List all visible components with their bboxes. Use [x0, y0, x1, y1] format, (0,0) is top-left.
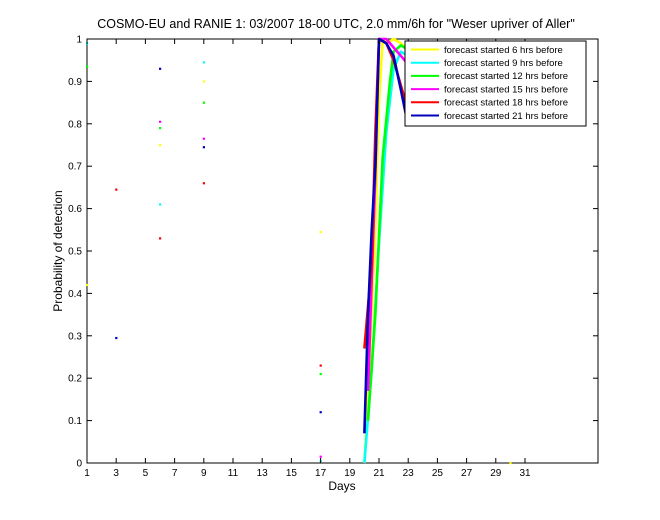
y-tick-label: 0.3: [68, 331, 82, 342]
data-point: [159, 144, 162, 147]
legend-box: [404, 40, 587, 127]
x-tick-label: 5: [143, 468, 149, 479]
x-tick-label: 19: [344, 468, 356, 479]
legend-entry: forecast started 18 hrs before: [444, 98, 568, 109]
ticks-layer: 1 3 5 7 9 11 13 15 17 19 21 23 25 27 29 3100.10.20.30.4…: [68, 35, 598, 479]
data-point: [159, 120, 162, 123]
data-point: [202, 80, 205, 83]
x-tick-label: 1: [84, 468, 90, 479]
legend-entry: forecast started 15 hrs before: [444, 84, 568, 95]
data-point: [319, 230, 322, 234]
data-point: [86, 283, 89, 287]
series-line: [366, 44, 409, 421]
legend: forecast started 6 hrs before forecast st…: [404, 40, 587, 127]
data-point: [202, 146, 205, 149]
y-tick-label: 0.4: [68, 289, 82, 300]
legend-entry: forecast started 21 hrs before: [444, 111, 568, 122]
y-tick-label: 1: [76, 35, 82, 46]
x-tick-label: 29: [490, 468, 502, 479]
legend-entry: forecast started 6 hrs before: [444, 45, 563, 56]
data-point: [202, 137, 205, 140]
data-point: [202, 182, 205, 185]
data-point: [509, 462, 512, 465]
y-tick-label: 0.5: [68, 247, 82, 258]
data-point: [86, 65, 89, 68]
data-point: [159, 127, 162, 130]
series-3: [86, 44, 409, 421]
x-tick-label: 25: [432, 468, 444, 479]
chart-title: COSMO-EU and RANIE 1: 03/2007 18-00 UTC,…: [97, 17, 575, 31]
y-axis-label: Probability of detection: [51, 190, 65, 311]
data-point: [115, 188, 118, 191]
y-tick-label: 0.8: [68, 119, 82, 130]
data-point: [159, 67, 162, 70]
x-tick-label: 17: [315, 468, 327, 479]
data-point: [319, 411, 322, 414]
x-tick-label: 9: [201, 468, 207, 479]
data-point: [319, 455, 322, 458]
x-tick-label: 7: [172, 468, 178, 479]
data-point: [159, 203, 162, 206]
data-point: [202, 101, 205, 104]
y-tick-label: 0: [76, 459, 82, 470]
y-tick-label: 0.9: [68, 77, 82, 88]
data-point: [115, 336, 118, 340]
data-point: [319, 364, 322, 367]
y-tick-label: 0.2: [68, 374, 82, 385]
legend-entry: forecast started 9 hrs before: [444, 58, 563, 69]
data-point: [202, 61, 205, 64]
x-tick-label: 11: [228, 468, 239, 479]
x-axis-label: Days: [328, 479, 355, 493]
y-tick-label: 0.6: [68, 204, 82, 215]
data-point: [319, 372, 322, 376]
x-tick-label: 15: [286, 468, 298, 479]
x-tick-label: 27: [461, 468, 473, 479]
x-tick-label: 13: [257, 468, 269, 479]
data-point: [159, 237, 162, 240]
y-tick-label: 0.7: [68, 162, 82, 173]
x-tick-label: 3: [113, 468, 119, 479]
legend-entry: forecast started 12 hrs before: [444, 71, 568, 82]
x-tick-label: 31: [519, 468, 531, 479]
x-tick-label: 23: [403, 468, 415, 479]
y-tick-label: 0.1: [68, 416, 82, 427]
x-tick-label: 21: [373, 468, 385, 479]
